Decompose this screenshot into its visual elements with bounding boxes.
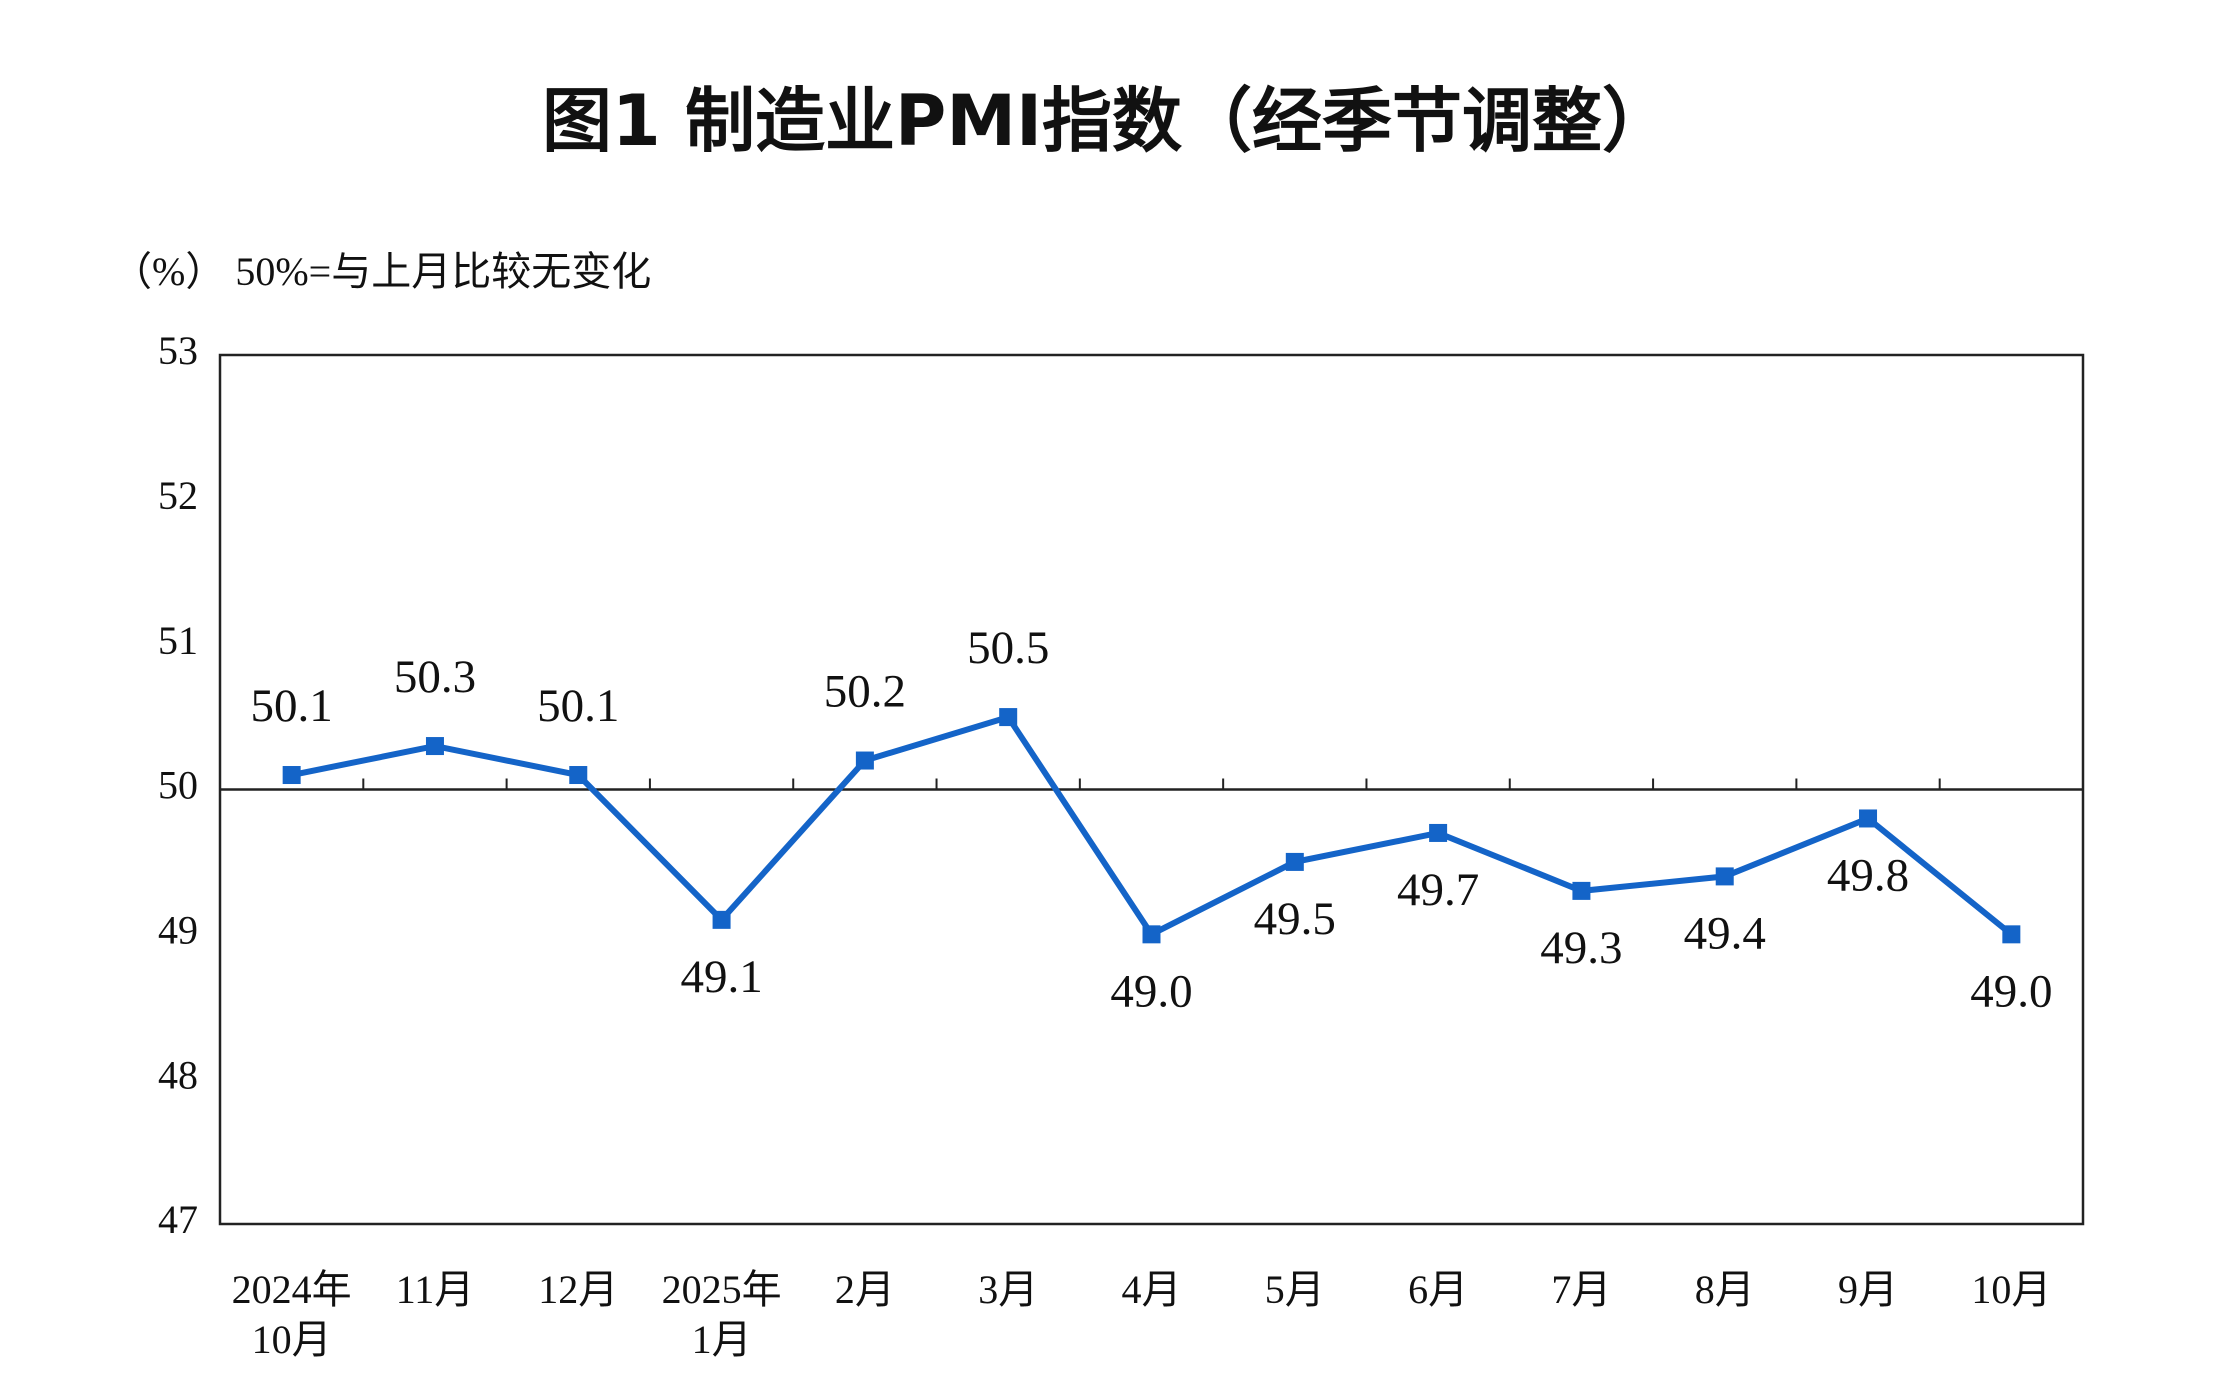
- data-label: 49.4: [1684, 907, 1766, 959]
- chart-title: 图1 制造业PMI指数（经季节调整）: [542, 80, 1672, 162]
- x-tick-label: 11月: [396, 1267, 475, 1312]
- marker: [2002, 925, 2021, 944]
- marker: [1715, 867, 1734, 886]
- marker: [425, 737, 444, 756]
- marker: [999, 708, 1018, 727]
- x-tick-label: 3月: [978, 1267, 1038, 1312]
- x-tick-label: 10月: [252, 1317, 332, 1362]
- x-tick-label: 2月: [835, 1267, 895, 1312]
- data-label: 49.0: [1970, 965, 2052, 1017]
- data-label: 50.5: [967, 622, 1049, 674]
- x-tick-label: 2025年: [662, 1267, 782, 1312]
- x-tick-label: 10月: [1971, 1267, 2051, 1312]
- marker: [712, 910, 731, 929]
- data-label: 50.3: [394, 651, 476, 703]
- x-tick-label: 5月: [1265, 1267, 1325, 1312]
- y-tick-label: 53: [158, 328, 198, 373]
- chart-subtitle: （%） 50%=与上月比较无变化: [112, 249, 651, 294]
- y-tick-label: 47: [158, 1197, 198, 1242]
- marker: [1572, 881, 1591, 900]
- data-label: 50.1: [537, 680, 619, 732]
- marker: [1859, 809, 1878, 828]
- x-tick-label: 2024年: [232, 1267, 352, 1312]
- y-tick-label: 48: [158, 1052, 198, 1097]
- marker: [1429, 823, 1448, 842]
- x-tick-label: 4月: [1122, 1267, 1182, 1312]
- marker: [1142, 925, 1161, 944]
- y-tick-label: 52: [158, 473, 198, 518]
- y-tick-label: 50: [158, 763, 198, 808]
- marker: [1285, 852, 1304, 871]
- x-tick-label: 9月: [1838, 1267, 1898, 1312]
- x-tick-label: 12月: [538, 1267, 618, 1312]
- data-label: 49.7: [1397, 864, 1479, 916]
- x-tick-label: 6月: [1408, 1267, 1468, 1312]
- marker: [569, 766, 588, 785]
- x-tick-label: 8月: [1695, 1267, 1755, 1312]
- data-label: 49.1: [680, 951, 762, 1003]
- data-label: 49.5: [1254, 893, 1336, 945]
- marker: [855, 751, 874, 770]
- line: [291, 713, 2014, 939]
- y-tick-label: 49: [158, 908, 198, 953]
- marker: [282, 766, 301, 785]
- data-label: 49.0: [1110, 965, 1192, 1017]
- y-tick-label: 51: [158, 618, 198, 663]
- x-tick-label: 7月: [1551, 1267, 1611, 1312]
- data-label: 49.3: [1540, 922, 1622, 974]
- data-label: 50.2: [824, 666, 906, 718]
- x-tick-label: 1月: [692, 1317, 752, 1362]
- data-label: 50.1: [251, 680, 333, 732]
- data-label: 49.8: [1827, 849, 1909, 901]
